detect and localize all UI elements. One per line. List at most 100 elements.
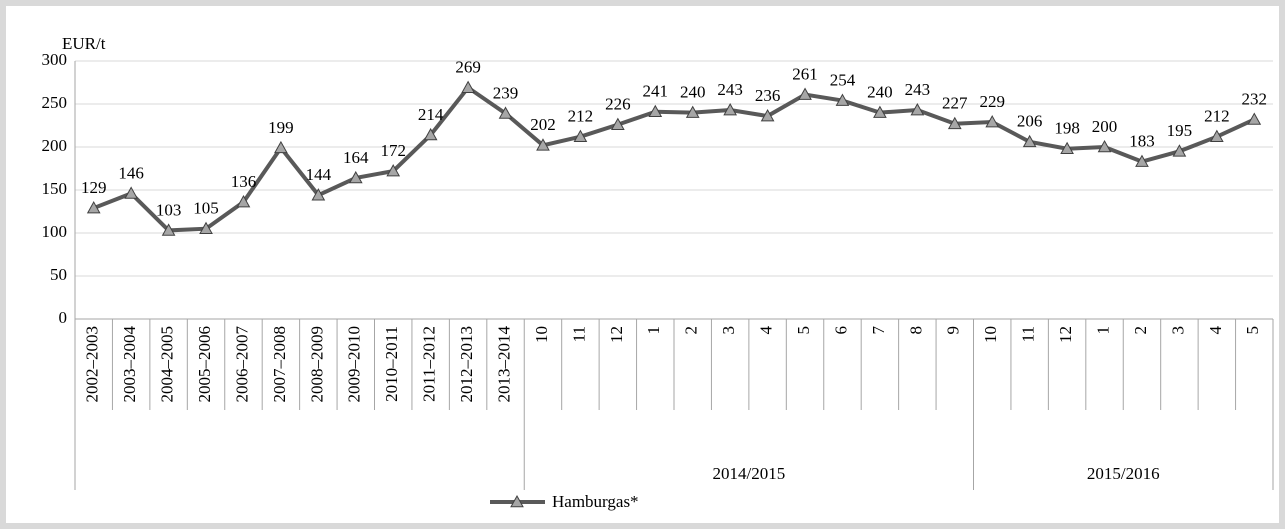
x-tick-label: 2012–2013 — [457, 326, 476, 403]
marker — [274, 140, 288, 154]
data-label: 206 — [1017, 112, 1043, 131]
data-label: 172 — [380, 141, 406, 160]
x-tick-label: 2011–2012 — [420, 326, 439, 402]
marker — [685, 105, 700, 118]
y-tick-label: 150 — [42, 179, 68, 198]
data-label: 240 — [680, 83, 706, 102]
marker — [573, 129, 588, 142]
x-tick-label: 6 — [831, 326, 850, 335]
marker — [536, 138, 550, 151]
y-tick-label: 50 — [50, 265, 67, 284]
legend-marker — [510, 494, 524, 508]
y-tick-label: 100 — [42, 222, 68, 241]
marker — [873, 105, 887, 118]
marker — [498, 106, 513, 119]
x-tick-label: 4 — [1206, 326, 1225, 335]
marker — [1247, 112, 1262, 125]
marker — [461, 80, 475, 93]
data-label: 212 — [1204, 107, 1230, 126]
data-label: 199 — [268, 118, 294, 137]
x-tick-label: 2005–2006 — [195, 326, 214, 403]
x-tick-label: 5 — [1243, 326, 1262, 335]
data-label: 164 — [343, 148, 369, 167]
x-tick-label: 5 — [794, 326, 813, 335]
data-label: 232 — [1242, 89, 1268, 108]
data-label: 200 — [1092, 117, 1118, 136]
legend-label: Hamburgas* — [552, 492, 639, 511]
x-tick-label: 8 — [906, 326, 925, 335]
data-label: 212 — [568, 107, 594, 126]
marker — [798, 87, 812, 100]
x-tick-label: 4 — [757, 326, 776, 335]
x-tick-label: 2008–2009 — [307, 326, 326, 403]
data-label: 269 — [455, 58, 481, 77]
group-label: 2015/2016 — [1087, 464, 1160, 483]
x-tick-label: 2002–2003 — [83, 326, 102, 403]
data-label: 198 — [1054, 119, 1080, 138]
x-tick-label: 2010–2011 — [382, 326, 401, 402]
series-line — [92, 84, 1256, 233]
x-tick-label: 1 — [644, 326, 663, 335]
data-label: 202 — [530, 115, 556, 134]
x-tick-label: 3 — [719, 326, 738, 335]
data-label: 183 — [1129, 132, 1155, 151]
marker — [311, 188, 326, 201]
x-tick-label: 2007–2008 — [270, 326, 289, 403]
x-tick-label: 2 — [1131, 326, 1150, 335]
marker — [1060, 141, 1074, 155]
data-label: 195 — [1167, 121, 1193, 140]
data-label: 261 — [792, 64, 818, 83]
marker — [161, 223, 176, 236]
x-tick-label: 2006–2007 — [232, 326, 251, 403]
y-tick-label: 200 — [42, 136, 68, 155]
marker — [835, 93, 850, 106]
x-tick-label: 2004–2005 — [158, 326, 177, 403]
x-tick-label: 11 — [569, 326, 588, 342]
data-label: 243 — [905, 80, 931, 99]
data-label: 227 — [942, 94, 968, 113]
x-tick-label: 12 — [1056, 326, 1075, 343]
marker — [199, 221, 213, 234]
x-tick-label: 2003–2004 — [120, 326, 139, 403]
x-tick-label: 7 — [869, 326, 888, 335]
data-label: 240 — [867, 83, 893, 102]
x-tick-label: 2009–2010 — [345, 326, 364, 403]
x-tick-label: 10 — [532, 326, 551, 343]
group-label: 2014/2015 — [713, 464, 786, 483]
marker — [760, 109, 775, 122]
x-tick-label: 9 — [944, 326, 963, 335]
marker — [723, 102, 738, 116]
marker — [1097, 139, 1112, 153]
marker — [236, 195, 251, 208]
data-label: 105 — [193, 199, 219, 218]
data-label: 144 — [306, 165, 332, 184]
data-label: 239 — [493, 83, 519, 102]
data-label: 254 — [830, 70, 856, 89]
marker — [423, 127, 438, 141]
y-tick-label: 300 — [42, 50, 68, 69]
marker — [386, 164, 401, 177]
x-tick-label: 3 — [1168, 326, 1187, 335]
x-tick-label: 12 — [607, 326, 626, 343]
marker — [947, 116, 962, 130]
x-tick-label: 2 — [682, 326, 701, 335]
x-tick-label: 10 — [981, 326, 1000, 343]
y-tick-label: 250 — [42, 93, 68, 112]
marker — [1135, 154, 1149, 167]
marker — [610, 117, 625, 130]
data-label: 129 — [81, 178, 107, 197]
marker — [86, 201, 101, 214]
marker — [1209, 129, 1224, 142]
y-tick-label: 0 — [59, 308, 68, 327]
data-label: 236 — [755, 86, 781, 105]
marker — [985, 115, 1000, 128]
x-tick-label: 1 — [1093, 326, 1112, 335]
x-tick-label: 2013–2014 — [494, 326, 513, 403]
data-label: 241 — [643, 82, 669, 101]
data-label: 103 — [156, 200, 182, 219]
marker — [124, 186, 139, 199]
marker — [348, 170, 363, 184]
